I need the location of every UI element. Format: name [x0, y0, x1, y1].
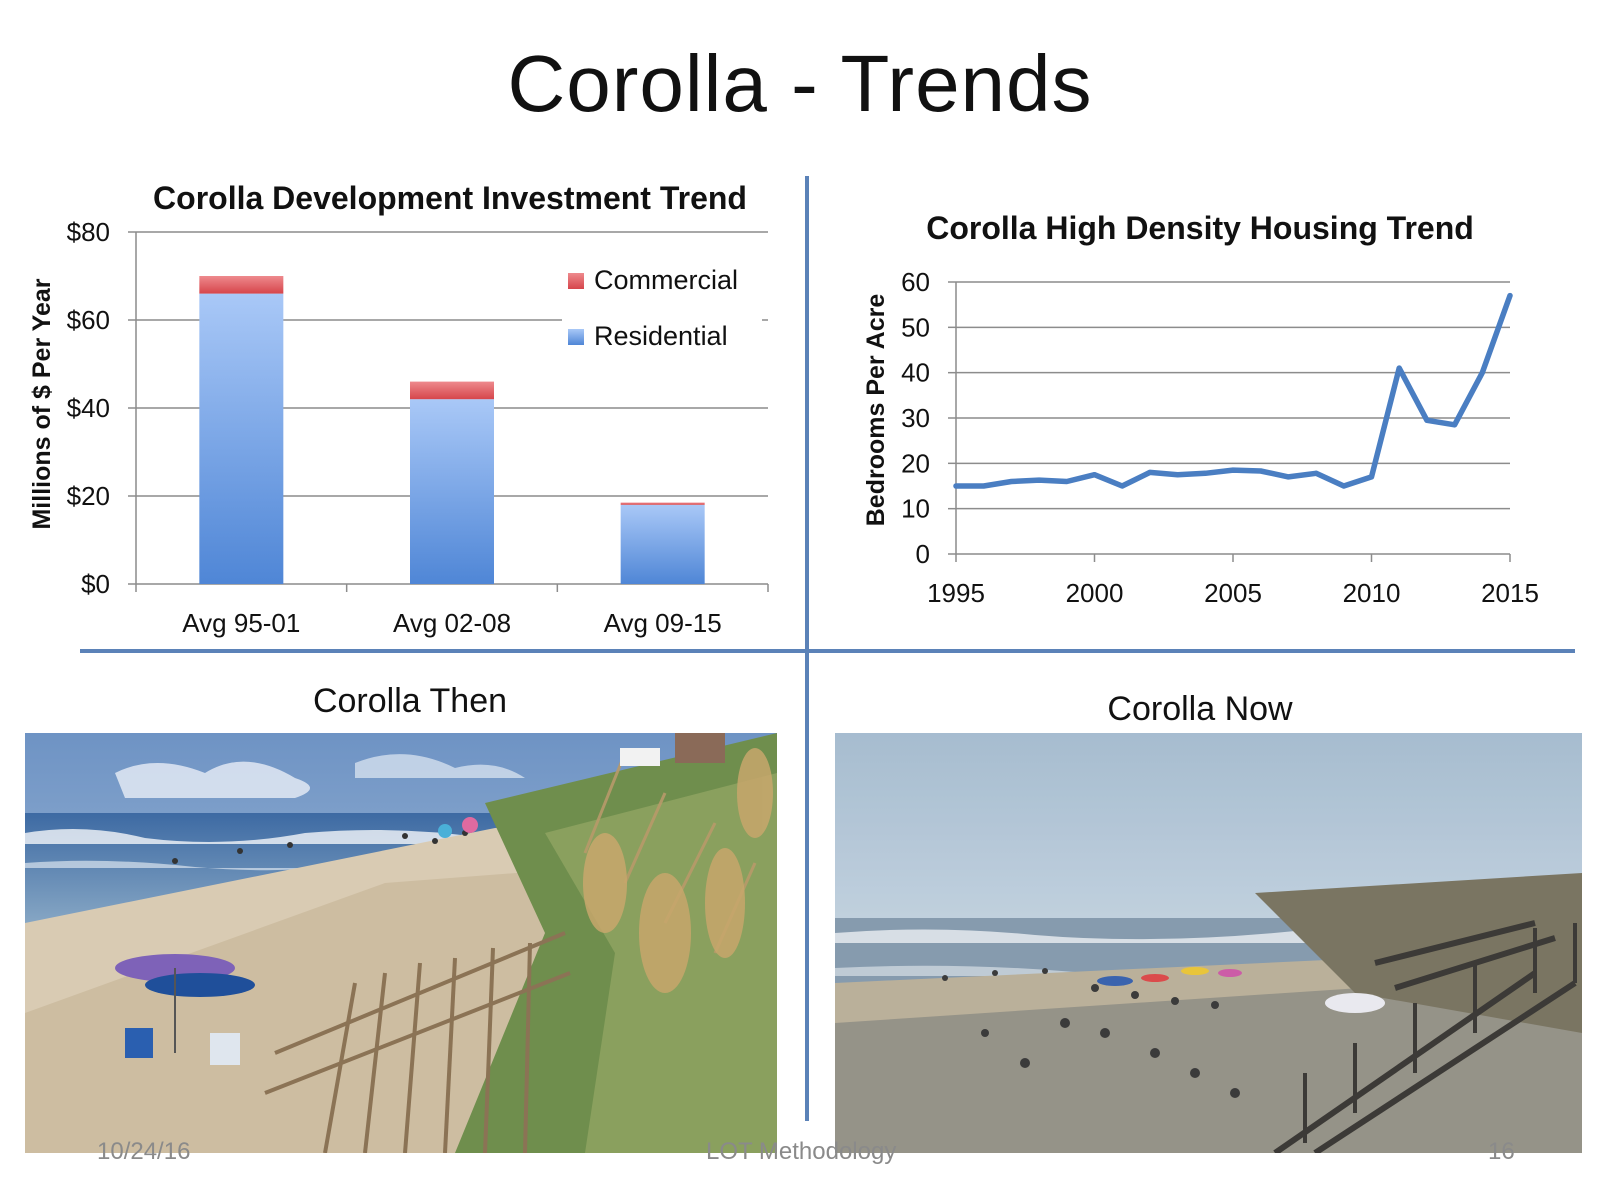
bar-residential [410, 399, 494, 584]
line-y-axis-label: Bedrooms Per Acre [862, 294, 890, 527]
bar-commercial [620, 502, 705, 505]
housing-data-point [1452, 422, 1458, 428]
bar-y-tick-label: $40 [67, 393, 110, 423]
housing-data-point [1258, 468, 1264, 474]
line-y-tick-label: 20 [901, 448, 930, 478]
housing-data-point [1285, 474, 1291, 480]
bar-x-tick-label: Avg 09-15 [604, 608, 722, 638]
legend-swatch-residential [568, 329, 584, 345]
housing-data-point [981, 483, 987, 489]
legend-label-residential: Residential [594, 321, 728, 351]
line-y-tick-label: 30 [901, 403, 930, 433]
line-y-tick-label: 50 [901, 312, 930, 342]
bar-legend-box [562, 262, 762, 378]
housing-data-point [1064, 478, 1070, 484]
investment-chart-title: Corolla Development Investment Trend [153, 180, 747, 216]
footer-center: LOT Methodology [706, 1138, 897, 1165]
line-y-tick-label: 60 [901, 267, 930, 297]
housing-data-point [1119, 483, 1125, 489]
line-x-tick-label: 2015 [1481, 578, 1539, 608]
bar-residential [199, 293, 284, 584]
housing-data-point [1202, 470, 1208, 476]
line-x-tick-label: 2005 [1204, 578, 1262, 608]
legend-swatch-commercial [568, 273, 584, 289]
housing-data-point [1175, 472, 1181, 478]
bar-commercial [199, 276, 284, 294]
housing-trend-line [953, 292, 1513, 489]
corolla-then-photo [25, 733, 777, 1153]
line-y-tick-label: 40 [901, 358, 930, 388]
housing-data-point [1396, 365, 1402, 371]
footer-date: 10/24/16 [97, 1138, 191, 1165]
housing-data-point [1424, 417, 1430, 423]
then-caption: Corolla Then [312, 682, 508, 720]
horizontal-divider [80, 649, 1575, 653]
housing-data-point [1008, 478, 1014, 484]
line-x-tick-label: 1995 [927, 578, 985, 608]
now-caption: Corolla Now [1107, 690, 1293, 728]
bar-y-axis-label: Millions of $ Per Year [28, 278, 56, 529]
bar-residential [620, 504, 705, 584]
housing-data-point [1341, 483, 1347, 489]
footer-page-number: 16 [1488, 1138, 1515, 1165]
housing-data-point [1230, 467, 1236, 473]
line-x-tick-label: 2000 [1066, 578, 1124, 608]
housing-data-point [1479, 370, 1485, 376]
bar-y-tick-label: $60 [67, 305, 110, 335]
housing-data-point [1507, 293, 1513, 299]
line-x-tick-label: 2010 [1343, 578, 1401, 608]
bar-x-tick-label: Avg 95-01 [182, 608, 300, 638]
corolla-now-photo [835, 733, 1582, 1153]
bar-y-tick-label: $80 [67, 217, 110, 247]
bar-x-tick-label: Avg 02-08 [393, 608, 511, 638]
housing-data-point [1092, 472, 1097, 478]
housing-data-point [1147, 469, 1153, 475]
bar-commercial [410, 381, 494, 400]
line-y-tick-label: 10 [901, 494, 930, 524]
line-y-tick-label: 0 [916, 539, 930, 569]
slide-title: Corolla - Trends [507, 39, 1093, 128]
housing-data-point [953, 483, 959, 489]
housing-data-point [1369, 474, 1374, 480]
housing-data-point [1036, 477, 1042, 483]
housing-data-point [1313, 470, 1319, 476]
housing-chart-title: Corolla High Density Housing Trend [926, 210, 1474, 246]
vertical-divider [805, 176, 809, 1121]
bar-y-tick-label: $20 [67, 481, 110, 511]
bar-y-tick-label: $0 [81, 569, 110, 599]
legend-label-commercial: Commercial [594, 265, 738, 295]
